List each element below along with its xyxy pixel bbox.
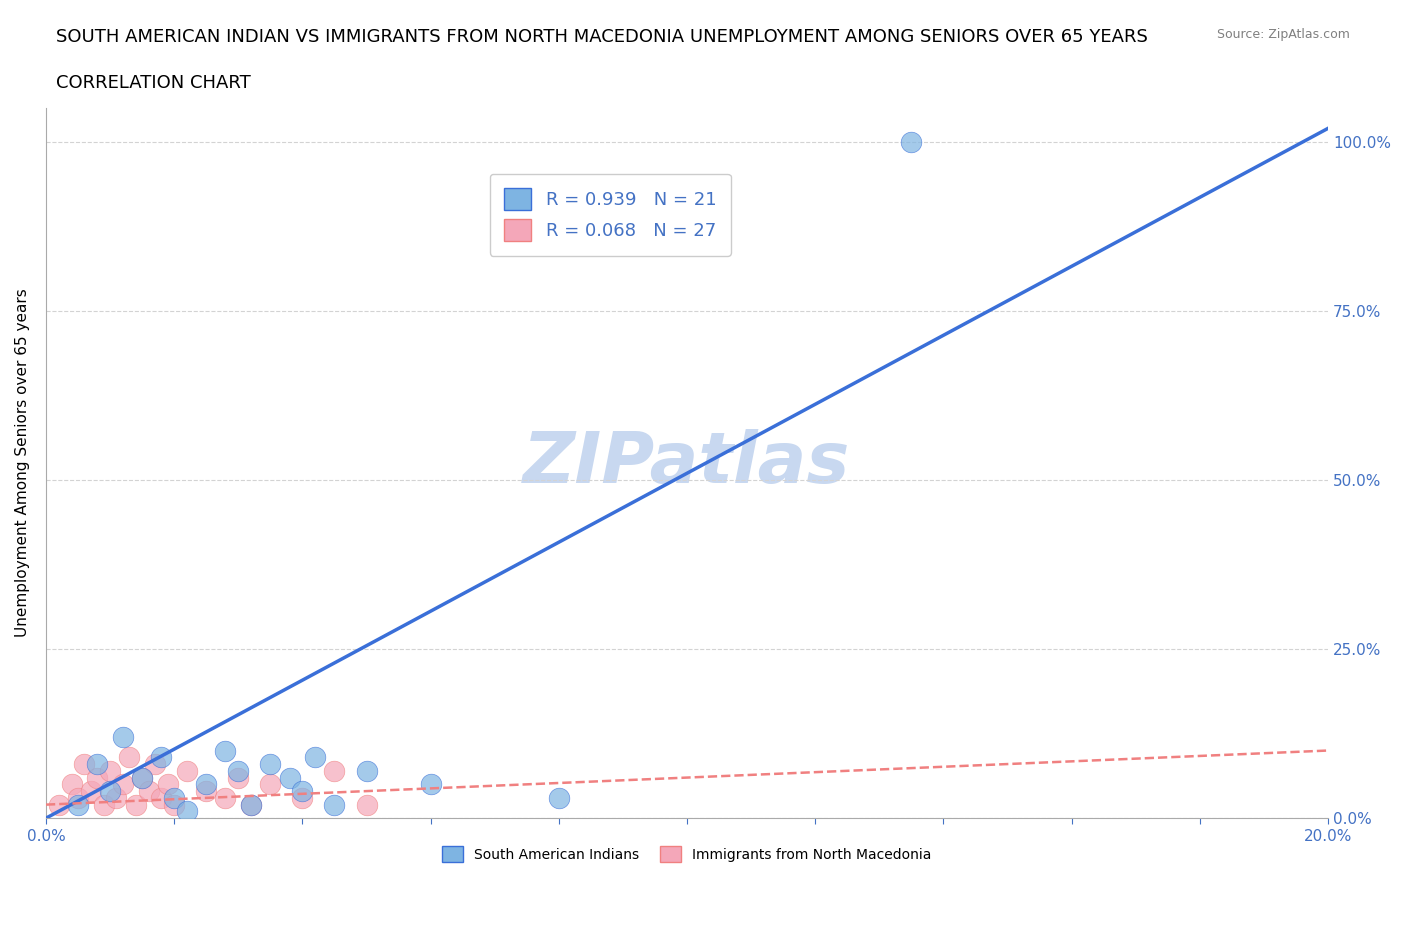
Legend: South American Indians, Immigrants from North Macedonia: South American Indians, Immigrants from … <box>437 840 938 868</box>
Point <box>259 777 281 791</box>
Point <box>138 784 160 799</box>
Point <box>356 797 378 812</box>
Point <box>419 777 441 791</box>
Point <box>86 770 108 785</box>
Point <box>163 790 186 805</box>
Point <box>240 797 263 812</box>
Point <box>356 764 378 778</box>
Point <box>214 790 236 805</box>
Point <box>86 757 108 772</box>
Y-axis label: Unemployment Among Seniors over 65 years: Unemployment Among Seniors over 65 years <box>15 288 30 637</box>
Point <box>226 764 249 778</box>
Text: SOUTH AMERICAN INDIAN VS IMMIGRANTS FROM NORTH MACEDONIA UNEMPLOYMENT AMONG SENI: SOUTH AMERICAN INDIAN VS IMMIGRANTS FROM… <box>56 28 1149 46</box>
Point <box>93 797 115 812</box>
Point <box>73 757 96 772</box>
Point <box>304 750 326 764</box>
Point <box>105 790 128 805</box>
Text: CORRELATION CHART: CORRELATION CHART <box>56 74 252 92</box>
Text: Source: ZipAtlas.com: Source: ZipAtlas.com <box>1216 28 1350 41</box>
Point <box>323 764 346 778</box>
Point <box>291 790 314 805</box>
Point <box>125 797 148 812</box>
Point <box>98 784 121 799</box>
Point <box>111 777 134 791</box>
Point <box>150 750 173 764</box>
Point <box>48 797 70 812</box>
Point <box>547 790 569 805</box>
Text: ZIPatlas: ZIPatlas <box>523 429 851 498</box>
Point <box>163 797 186 812</box>
Point <box>156 777 179 791</box>
Point <box>131 770 153 785</box>
Point <box>323 797 346 812</box>
Point <box>118 750 141 764</box>
Point <box>291 784 314 799</box>
Point <box>195 784 218 799</box>
Point <box>111 729 134 744</box>
Point <box>900 134 922 149</box>
Point <box>278 770 301 785</box>
Point <box>150 790 173 805</box>
Point <box>214 743 236 758</box>
Point <box>195 777 218 791</box>
Point <box>240 797 263 812</box>
Point <box>226 770 249 785</box>
Point <box>259 757 281 772</box>
Point <box>66 790 89 805</box>
Point <box>131 770 153 785</box>
Point <box>80 784 103 799</box>
Point <box>176 804 198 818</box>
Point <box>143 757 166 772</box>
Point <box>66 797 89 812</box>
Point <box>176 764 198 778</box>
Point <box>98 764 121 778</box>
Point <box>60 777 83 791</box>
